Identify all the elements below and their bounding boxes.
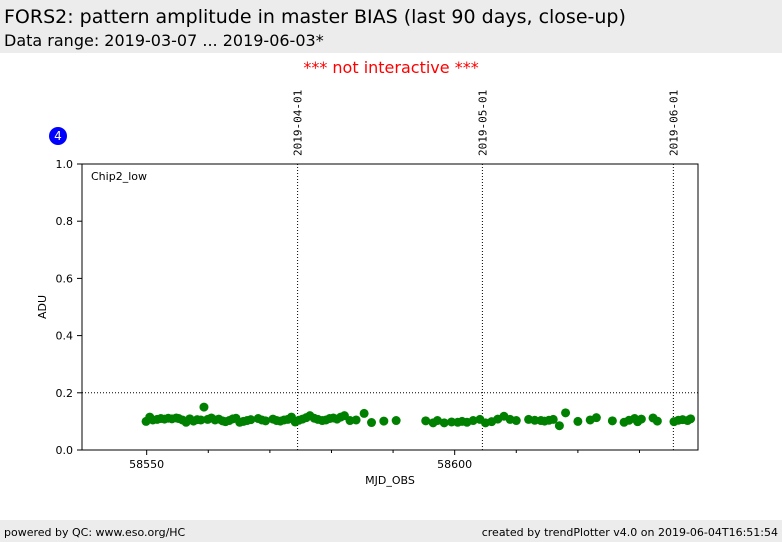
data-points: [141, 402, 696, 431]
y-tick-label: 0.4: [56, 330, 74, 343]
plot-frame: [81, 163, 699, 451]
data-point: [591, 413, 601, 423]
data-point: [367, 418, 377, 428]
data-point: [607, 416, 617, 426]
data-point: [391, 416, 401, 426]
footer-bar: powered by QC: www.eso.org/HC created by…: [0, 520, 782, 542]
data-point: [359, 408, 369, 418]
data-point: [196, 415, 206, 425]
not-interactive-notice: *** not interactive ***: [303, 58, 479, 77]
data-point: [652, 416, 662, 426]
data-point: [561, 408, 571, 418]
data-point: [686, 414, 696, 424]
data-point: [573, 416, 583, 426]
date-marker-label: 2019-05-01: [476, 90, 489, 156]
panel-label: Chip2_low: [91, 170, 147, 183]
data-point: [511, 416, 521, 426]
data-point: [636, 414, 646, 424]
data-point: [199, 402, 209, 412]
x-axis-label: MJD_OBS: [365, 474, 415, 487]
x-tick-label: 58600: [437, 458, 472, 471]
data-point: [379, 416, 389, 426]
data-point: [439, 418, 449, 428]
y-tick-label: 0.0: [56, 444, 74, 457]
y-axis-label: ADU: [36, 295, 49, 319]
y-tick-label: 0.2: [56, 387, 74, 400]
header-bar: FORS2: pattern amplitude in master BIAS …: [0, 0, 782, 53]
data-point: [351, 415, 361, 425]
data-range-subtitle: Data range: 2019-03-07 ... 2019-06-03*: [4, 31, 324, 50]
y-tick-label: 1.0: [56, 158, 74, 171]
data-point: [421, 416, 431, 426]
data-point: [246, 415, 256, 425]
data-point: [548, 414, 558, 424]
badge-number: 4: [54, 129, 62, 143]
data-point: [432, 416, 442, 426]
page-title: FORS2: pattern amplitude in master BIAS …: [4, 6, 626, 28]
footer-credit: powered by QC: www.eso.org/HC: [4, 526, 186, 539]
x-tick-label: 58550: [129, 458, 164, 471]
grid-lines: 2019-04-01 2019-05-01 2019-06-01: [82, 90, 698, 450]
date-marker-label: 2019-04-01: [292, 90, 305, 156]
y-tick-label: 0.6: [56, 272, 74, 285]
date-marker-label: 2019-06-01: [667, 90, 680, 156]
badge-circle: [49, 127, 67, 145]
y-tick-label: 0.8: [56, 215, 74, 228]
axis-ticks: 58550 58600 0.0 0.2 0.4 0.6 0.8 1.0: [56, 158, 640, 471]
data-point: [468, 416, 478, 426]
data-point: [554, 421, 564, 431]
data-point: [261, 416, 271, 426]
footer-created-by: created by trendPlotter v4.0 on 2019-06-…: [481, 526, 778, 539]
